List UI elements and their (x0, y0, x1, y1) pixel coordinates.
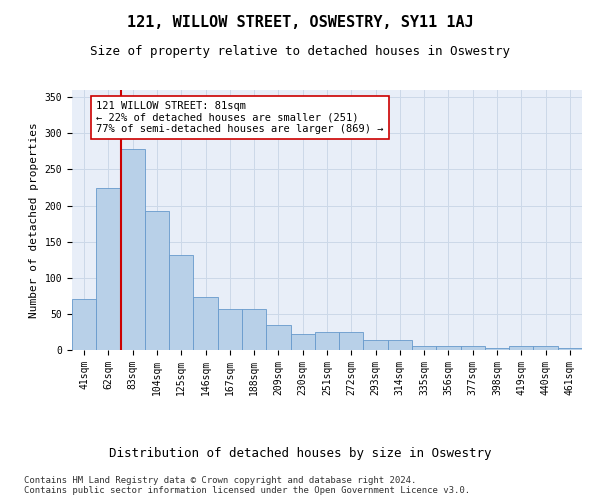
Bar (388, 340, 412, 350)
Y-axis label: Number of detached properties: Number of detached properties (29, 122, 39, 318)
Bar (169, 254, 193, 350)
Bar (266, 324, 290, 350)
Bar (412, 346, 436, 350)
Text: Distribution of detached houses by size in Oswestry: Distribution of detached houses by size … (109, 448, 491, 460)
Text: Size of property relative to detached houses in Oswestry: Size of property relative to detached ho… (90, 45, 510, 58)
Bar (533, 346, 558, 350)
Bar (242, 309, 266, 350)
Bar (364, 340, 388, 350)
Text: 121 WILLOW STREET: 81sqm
← 22% of detached houses are smaller (251)
77% of semi-: 121 WILLOW STREET: 81sqm ← 22% of detach… (96, 101, 384, 134)
Bar (485, 348, 509, 350)
Bar (509, 346, 533, 350)
Text: 121, WILLOW STREET, OSWESTRY, SY11 1AJ: 121, WILLOW STREET, OSWESTRY, SY11 1AJ (127, 15, 473, 30)
Bar (218, 309, 242, 350)
Text: Contains HM Land Registry data © Crown copyright and database right 2024.
Contai: Contains HM Land Registry data © Crown c… (24, 476, 470, 495)
Bar (315, 332, 339, 350)
Bar (558, 348, 582, 350)
Bar (290, 334, 315, 350)
Bar (193, 298, 218, 350)
Bar (121, 149, 145, 350)
Bar (461, 346, 485, 350)
Bar (339, 332, 364, 350)
Bar (436, 346, 461, 350)
Bar (72, 300, 96, 350)
Bar (145, 212, 169, 350)
Bar (96, 188, 121, 350)
